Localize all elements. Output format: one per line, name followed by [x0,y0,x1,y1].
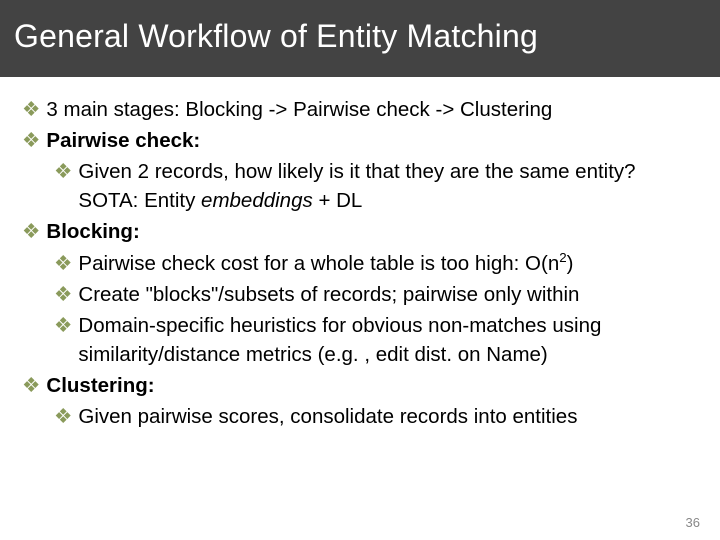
bullet-glyph-icon: ❖ [22,217,40,246]
bullet-level1: ❖ Domain-specific heuristics for obvious… [22,311,698,369]
bullet-glyph-icon: ❖ [54,157,72,186]
bullet-glyph-icon: ❖ [22,126,40,155]
slide-title: General Workflow of Entity Matching [14,18,538,54]
bullet-text: Pairwise check cost for a whole table is… [78,249,698,278]
bullet-level0: ❖ Pairwise check: [22,126,698,155]
bullet-level1: ❖ Given 2 records, how likely is it that… [22,157,698,215]
bullet-text-strong: Blocking: [46,217,698,246]
text-fragment: ) [567,252,574,275]
bullet-level1: ❖ Create "blocks"/subsets of records; pa… [22,280,698,309]
bullet-glyph-icon: ❖ [54,402,72,431]
bullet-level1: ❖ Given pairwise scores, consolidate rec… [22,402,698,431]
bullet-text-strong: Clustering: [46,371,698,400]
bullet-level0: ❖ Blocking: [22,217,698,246]
text-fragment-em: embeddings [201,189,313,212]
bullet-level1: ❖ Pairwise check cost for a whole table … [22,249,698,278]
bullet-text: Given pairwise scores, consolidate recor… [78,402,698,431]
slide-title-bar: General Workflow of Entity Matching [0,0,720,77]
bullet-glyph-icon: ❖ [54,311,72,340]
text-superscript: 2 [559,250,566,265]
bullet-level0: ❖ Clustering: [22,371,698,400]
slide-body: ❖ 3 main stages: Blocking -> Pairwise ch… [0,77,720,431]
bullet-text-strong: Pairwise check: [46,126,698,155]
bullet-text: Domain-specific heuristics for obvious n… [78,311,698,369]
bullet-glyph-icon: ❖ [22,371,40,400]
bullet-glyph-icon: ❖ [54,249,72,278]
bullet-glyph-icon: ❖ [54,280,72,309]
bullet-glyph-icon: ❖ [22,95,40,124]
page-number: 36 [686,515,700,530]
bullet-text: 3 main stages: Blocking -> Pairwise chec… [46,95,698,124]
bullet-text: Create "blocks"/subsets of records; pair… [78,280,698,309]
text-fragment: + DL [313,189,363,212]
text-fragment: Pairwise check cost for a whole table is… [78,252,559,275]
bullet-text: Given 2 records, how likely is it that t… [78,157,698,215]
bullet-level0: ❖ 3 main stages: Blocking -> Pairwise ch… [22,95,698,124]
